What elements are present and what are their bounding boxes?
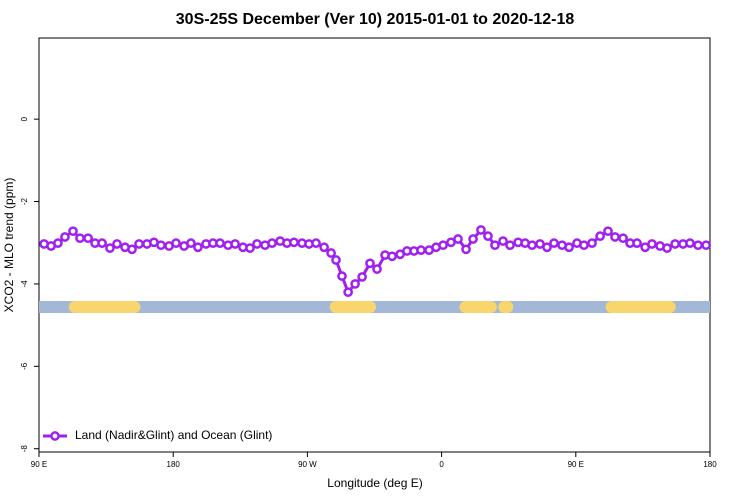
- point: [498, 236, 508, 246]
- point: [483, 231, 493, 241]
- point: [357, 272, 367, 282]
- point: [97, 238, 107, 248]
- point: [505, 240, 515, 251]
- point: [416, 245, 426, 255]
- point: [83, 233, 93, 244]
- point: [230, 239, 240, 249]
- point: [595, 231, 605, 241]
- point: [461, 244, 471, 255]
- point: [75, 233, 85, 244]
- point: [245, 243, 255, 253]
- y-axis-label: XCO2 - MLO trend (ppm): [2, 178, 16, 313]
- y-tick-label: 0: [20, 116, 29, 121]
- x-tick-label: 90 E: [31, 460, 47, 469]
- y-tick-label: -8: [20, 445, 29, 453]
- point: [603, 226, 613, 237]
- legend-marker: [50, 431, 60, 441]
- point: [527, 240, 537, 251]
- point: [127, 244, 137, 255]
- point: [693, 240, 703, 251]
- point: [326, 248, 336, 258]
- point: [350, 279, 360, 289]
- point: [490, 240, 500, 251]
- x-axis-label: Longitude (deg E): [327, 476, 422, 490]
- point: [343, 287, 353, 298]
- point: [372, 264, 382, 274]
- y-tick-label: -2: [20, 197, 29, 205]
- point: [215, 238, 225, 248]
- point: [319, 242, 329, 253]
- chart-title: 30S-25S December (Ver 10) 2015-01-01 to …: [176, 11, 575, 28]
- point: [267, 238, 277, 248]
- point: [186, 238, 196, 248]
- point: [365, 258, 375, 269]
- point: [68, 226, 78, 237]
- point: [171, 238, 181, 248]
- point: [647, 239, 657, 249]
- x-tick-label: 180: [167, 460, 181, 469]
- point: [337, 271, 347, 281]
- point: [701, 240, 711, 251]
- point: [311, 238, 321, 248]
- x-tick-label: 180: [703, 460, 717, 469]
- point: [387, 251, 397, 262]
- y-tick-label: -4: [20, 280, 29, 288]
- series-line: [43, 227, 707, 296]
- point: [564, 242, 574, 253]
- x-tick-label: 0: [439, 460, 444, 469]
- point: [331, 255, 341, 265]
- point: [476, 225, 486, 235]
- legend-label: Land (Nadir&Glint) and Ocean (Glint): [75, 428, 272, 442]
- point: [156, 240, 166, 251]
- point: [618, 233, 628, 244]
- y-tick-label: -6: [20, 362, 29, 370]
- point: [453, 234, 463, 244]
- point: [105, 243, 115, 253]
- point: [252, 239, 262, 249]
- point: [60, 232, 70, 242]
- point: [53, 238, 63, 248]
- x-tick-label: 90 W: [298, 460, 317, 469]
- point: [468, 234, 478, 244]
- point: [610, 232, 620, 242]
- point: [549, 238, 559, 248]
- point: [289, 237, 299, 248]
- x-tick-label: 90 E: [568, 460, 584, 469]
- point: [438, 240, 448, 251]
- point: [542, 242, 552, 253]
- point: [579, 240, 589, 251]
- point: [670, 239, 680, 249]
- point: [112, 239, 122, 249]
- point: [134, 239, 144, 249]
- point: [193, 242, 203, 253]
- point: [632, 238, 642, 248]
- point: [685, 238, 695, 248]
- point: [587, 238, 597, 248]
- point: [662, 243, 672, 253]
